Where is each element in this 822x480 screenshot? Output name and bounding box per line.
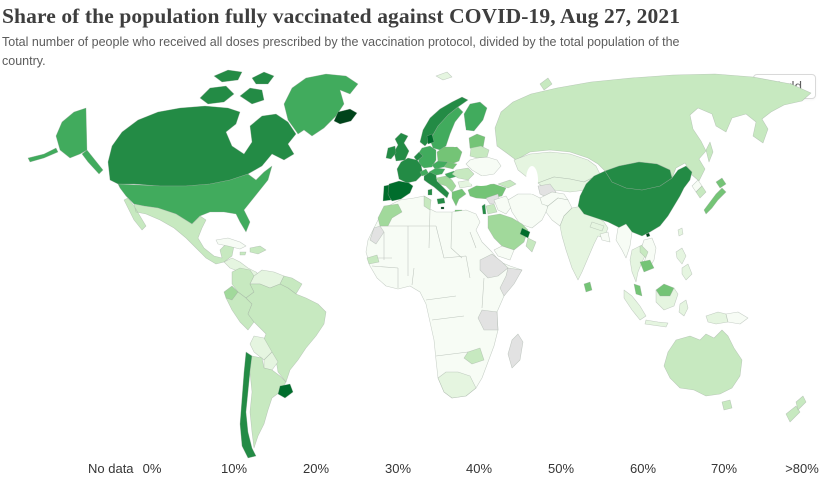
- chart-header: Share of the population fully vaccinated…: [2, 3, 802, 70]
- island-svalbard[interactable]: [435, 71, 453, 81]
- legend-tick-40[interactable]: 40%: [465, 461, 493, 476]
- country-taiwan[interactable]: [677, 227, 684, 237]
- baltic-sea: [452, 124, 466, 148]
- country-saudi-arabia[interactable]: [487, 213, 529, 251]
- country-slovakia[interactable]: [443, 161, 458, 170]
- country-uruguay[interactable]: [277, 383, 294, 399]
- country-chile[interactable]: [239, 351, 257, 459]
- country-cambodia[interactable]: [639, 259, 655, 273]
- country-sri-lanka[interactable]: [583, 281, 593, 293]
- country-denmark[interactable]: [426, 133, 435, 145]
- country-uk[interactable]: [393, 132, 410, 162]
- chart-subtitle-line2: country.: [2, 53, 46, 68]
- country-senegal[interactable]: [366, 254, 380, 265]
- country-nepal[interactable]: [589, 221, 605, 232]
- legend-tick-50[interactable]: 50%: [547, 461, 575, 476]
- country-japan[interactable]: [703, 177, 727, 215]
- country-iraq[interactable]: [493, 195, 513, 215]
- continent-africa[interactable]: [365, 195, 523, 399]
- country-france[interactable]: [396, 157, 424, 184]
- legend-tick-30[interactable]: 30%: [384, 461, 412, 476]
- country-israel[interactable]: [481, 203, 487, 215]
- country-western-sahara[interactable]: [369, 225, 385, 245]
- country-spain[interactable]: [386, 180, 414, 202]
- country-iran[interactable]: [507, 193, 549, 229]
- country-greece[interactable]: [451, 188, 467, 214]
- legend-tick-80plus[interactable]: >80%: [785, 461, 819, 476]
- island-sumatra[interactable]: [623, 289, 647, 321]
- country-morocco[interactable]: [377, 203, 403, 227]
- island-novaya-zemlya[interactable]: [539, 77, 553, 91]
- black-sea: [469, 176, 493, 186]
- country-bangladesh[interactable]: [599, 231, 611, 243]
- country-oman[interactable]: [525, 237, 537, 253]
- country-new-zealand[interactable]: [785, 395, 807, 423]
- legend-tick-10[interactable]: 10%: [220, 461, 248, 476]
- country-papua-new-guinea[interactable]: [725, 311, 749, 325]
- island-sakhalin[interactable]: [705, 141, 714, 163]
- country-madagascar[interactable]: [507, 333, 524, 369]
- country-argentina[interactable]: [249, 355, 287, 449]
- map-legend: No data 0% 10% 20% 30% 40% 50% 60% 70% >…: [0, 461, 822, 480]
- island-sulawesi[interactable]: [678, 299, 689, 317]
- country-tunisia[interactable]: [423, 195, 432, 211]
- island-java[interactable]: [644, 319, 669, 328]
- country-ethiopia[interactable]: [479, 253, 509, 279]
- country-myanmar[interactable]: [615, 223, 633, 259]
- country-portugal[interactable]: [382, 184, 392, 202]
- country-south-africa[interactable]: [437, 371, 477, 399]
- legend-tick-70[interactable]: 70%: [710, 461, 738, 476]
- legend-no-data-label[interactable]: No data: [88, 461, 134, 476]
- legend-tick-60[interactable]: 60%: [629, 461, 657, 476]
- country-cuba[interactable]: [215, 237, 247, 250]
- chart-title: Share of the population fully vaccinated…: [2, 4, 681, 28]
- africa-internal-borders: [368, 209, 497, 357]
- region-malay-peninsula[interactable]: [633, 283, 643, 297]
- country-brazil[interactable]: [245, 283, 327, 383]
- country-greenland[interactable]: [283, 73, 359, 137]
- country-iceland[interactable]: [333, 108, 358, 125]
- country-ireland[interactable]: [385, 145, 397, 160]
- country-tanzania[interactable]: [477, 309, 499, 331]
- country-south-korea[interactable]: [695, 185, 707, 199]
- country-yemen[interactable]: [493, 245, 515, 261]
- legend-tick-20[interactable]: 20%: [302, 461, 330, 476]
- country-canada-arctic-islands[interactable]: [199, 69, 275, 105]
- country-jordan[interactable]: [485, 203, 498, 215]
- country-finland[interactable]: [463, 101, 488, 132]
- country-sweden[interactable]: [429, 106, 464, 151]
- country-mongolia[interactable]: [604, 161, 673, 191]
- country-bulgaria[interactable]: [457, 179, 473, 189]
- country-turkey[interactable]: [467, 183, 507, 200]
- country-philippines[interactable]: [675, 247, 693, 281]
- chart-subtitle: Total number of people who received all …: [2, 33, 802, 71]
- country-belarus[interactable]: [469, 145, 490, 159]
- region-hong-kong[interactable]: [645, 232, 651, 238]
- country-romania[interactable]: [451, 167, 475, 181]
- country-alaska[interactable]: [27, 107, 104, 175]
- country-zimbabwe[interactable]: [463, 347, 485, 365]
- legend-tick-0[interactable]: 0%: [142, 461, 162, 476]
- region-borneo-indonesia[interactable]: [655, 287, 679, 311]
- island-hispaniola[interactable]: [239, 245, 267, 256]
- region-papua-indonesia[interactable]: [705, 311, 729, 325]
- country-australia[interactable]: [663, 329, 743, 411]
- region-caucasus[interactable]: [497, 179, 517, 189]
- country-mexico[interactable]: [123, 197, 235, 265]
- chart-subtitle-line1: Total number of people who received all …: [2, 34, 680, 49]
- region-balkans[interactable]: [435, 175, 457, 193]
- country-italy[interactable]: [423, 171, 450, 205]
- caspian-sea: [526, 166, 538, 194]
- country-somalia[interactable]: [499, 267, 523, 297]
- country-malta[interactable]: [440, 206, 445, 210]
